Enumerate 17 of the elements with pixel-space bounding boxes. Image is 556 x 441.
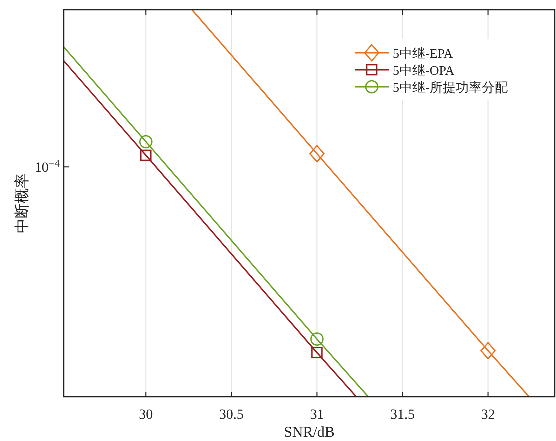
x-tick-label: 31.5: [390, 408, 415, 423]
x-tick-label: 31: [310, 408, 324, 423]
point: [310, 145, 325, 163]
x-tick-label: 32: [481, 408, 496, 423]
x-tick-label: 30.5: [219, 408, 244, 423]
y-axis-title: 中断概率: [14, 174, 31, 234]
x-tick-label: 30: [139, 408, 154, 423]
text: 10$^{−4}$: [34, 158, 61, 176]
point: [140, 150, 152, 162]
point: [480, 342, 496, 360]
point: [312, 347, 323, 359]
legend-label: 5中继-所提功率分配: [393, 80, 508, 95]
point: [139, 135, 153, 149]
x-axis-title: SNR/dB: [284, 425, 335, 441]
legend-label: 5中继-OPA: [393, 63, 456, 78]
legend-label: 5中继-EPA: [393, 46, 454, 61]
point: [310, 332, 324, 346]
